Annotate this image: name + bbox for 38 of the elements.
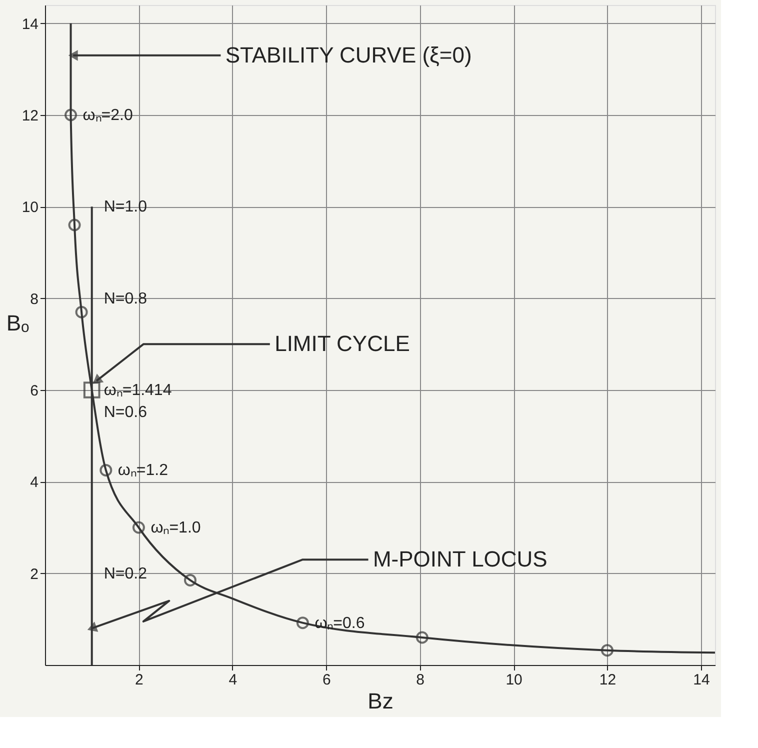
annotation: N=0.8 bbox=[104, 290, 148, 308]
annotation: ωₙ=0.6 bbox=[314, 614, 365, 632]
annotation: N=1.0 bbox=[104, 198, 148, 216]
x-tick-label: 8 bbox=[416, 672, 424, 688]
y-axis-title: Bₒ bbox=[6, 310, 30, 336]
annotation: M-POINT LOCUS bbox=[372, 546, 548, 572]
annotation: STABILITY CURVE (ξ=0) bbox=[225, 42, 472, 68]
point bbox=[184, 574, 196, 586]
y-tick-label: 4 bbox=[30, 474, 38, 492]
x-tick-label: 14 bbox=[693, 672, 710, 688]
point bbox=[64, 108, 78, 122]
y-tick-label: 8 bbox=[30, 290, 38, 308]
point bbox=[416, 631, 428, 644]
y-tick-label: 2 bbox=[30, 566, 38, 583]
point bbox=[132, 521, 145, 534]
annotation: ωₙ=2.0 bbox=[82, 107, 133, 124]
annotation: LIMIT CYCLE bbox=[274, 331, 410, 356]
x-tick-label: 2 bbox=[135, 672, 144, 688]
y-tick-label: 14 bbox=[22, 16, 38, 33]
point bbox=[100, 464, 112, 476]
annotation: N=0.2 bbox=[104, 565, 148, 582]
y-tick-label: 10 bbox=[22, 199, 38, 216]
annotation: N=0.6 bbox=[104, 404, 148, 421]
point bbox=[600, 644, 614, 657]
x-tick-label: 10 bbox=[506, 672, 522, 688]
y-tick-label: 12 bbox=[22, 108, 38, 124]
y-tick-label: 6 bbox=[30, 382, 38, 400]
x-tick-label: 6 bbox=[322, 672, 331, 688]
annotation: ωₙ=1.2 bbox=[118, 462, 168, 480]
point bbox=[68, 218, 81, 232]
point bbox=[75, 306, 88, 318]
annotation: ωₙ=1.0 bbox=[150, 520, 201, 536]
x-tick-label: 4 bbox=[228, 672, 238, 688]
point bbox=[296, 616, 309, 630]
x-tick-label: 12 bbox=[599, 672, 616, 688]
x-axis-title: Bz bbox=[368, 688, 394, 714]
annotation: ωₙ=1.414 bbox=[104, 382, 172, 399]
point bbox=[83, 382, 100, 398]
